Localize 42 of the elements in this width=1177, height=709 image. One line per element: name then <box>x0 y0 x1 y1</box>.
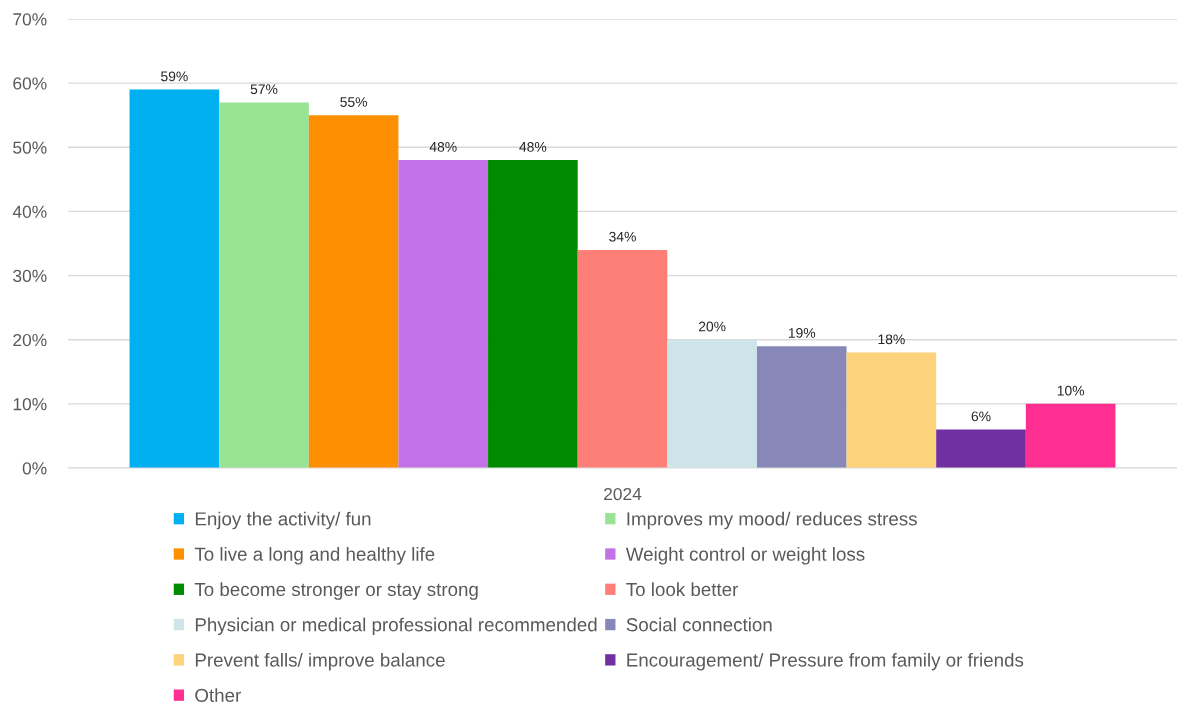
legend-label: Improves my mood/ reduces stress <box>627 511 917 530</box>
bar <box>846 352 937 468</box>
bar <box>398 160 489 468</box>
data-label: 10% <box>1057 385 1085 396</box>
y-tick-label: 40% <box>12 205 47 218</box>
bar <box>936 429 1026 468</box>
bar <box>756 346 847 468</box>
legend-label: Encouragement/ Pressure from family or friends <box>627 652 1024 671</box>
data-label: 19% <box>788 327 816 338</box>
data-label: 20% <box>698 321 726 332</box>
data-label: 57% <box>250 84 278 95</box>
y-tick-label: 30% <box>13 269 47 283</box>
legend-label: To become stronger or stay strong <box>194 582 478 600</box>
bar <box>577 249 668 468</box>
x-tick-label: 2024 <box>604 487 642 501</box>
bar <box>667 339 757 468</box>
y-tick-label: 0% <box>22 462 47 475</box>
y-tick-label: 60% <box>13 77 47 90</box>
data-label: 48% <box>519 141 547 152</box>
data-label: 59% <box>161 71 188 82</box>
legend-label: To live a long and healthy life <box>194 547 435 565</box>
bar <box>308 115 399 468</box>
y-tick-label: 50% <box>13 141 47 154</box>
data-label: 34% <box>609 231 636 242</box>
data-label: 48% <box>429 141 457 152</box>
bar <box>219 102 309 468</box>
data-label: 18% <box>878 334 905 345</box>
legend-label: Prevent falls/ improve balance <box>195 652 445 671</box>
data-label: 55% <box>340 97 368 107</box>
legend-label: Enjoy the activity/ fun <box>195 511 371 530</box>
y-tick-label: 10% <box>13 398 47 411</box>
legend-label: Other <box>195 688 241 702</box>
legend-label: To look better <box>626 582 739 597</box>
data-label: 6% <box>971 411 991 422</box>
bar <box>1025 403 1116 468</box>
legend-label: Social connection <box>626 617 772 632</box>
y-tick-label: 20% <box>13 333 47 347</box>
bar <box>129 89 220 468</box>
legend-label: Physician or medical professional recommended <box>195 617 597 636</box>
legend-label: Weight control or weight loss <box>625 547 865 565</box>
bar <box>488 160 578 468</box>
y-tick-label: 70% <box>13 13 47 26</box>
